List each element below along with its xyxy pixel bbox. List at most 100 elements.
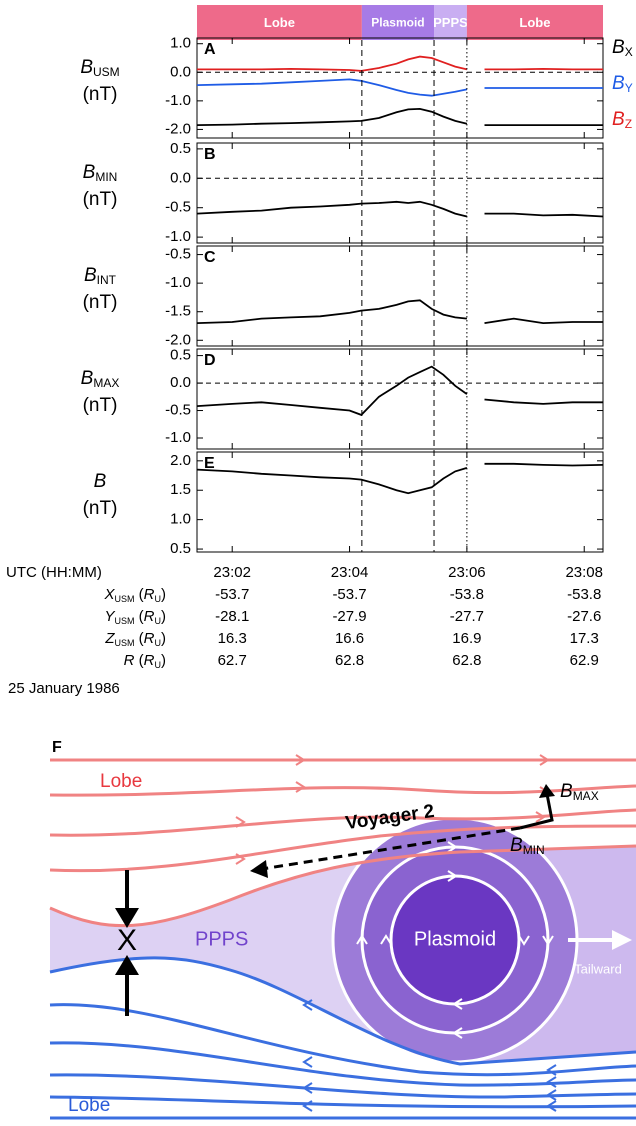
- table-value: -53.8: [450, 586, 484, 603]
- row-label: R (RU): [124, 652, 166, 670]
- text-part: B: [84, 265, 97, 286]
- table-value: -53.7: [332, 586, 366, 603]
- table-value: -28.1: [215, 608, 249, 625]
- text-part: MIN: [523, 843, 545, 857]
- y-tick-label: -0.5: [165, 402, 191, 419]
- ppps-label: PPPS: [195, 928, 248, 950]
- text-part: B: [510, 835, 523, 856]
- arrowhead: [612, 930, 632, 950]
- text-part: ): [161, 586, 166, 603]
- text-part: U: [155, 594, 162, 604]
- legend-subscript: Z: [625, 117, 632, 131]
- text-part: B: [560, 781, 573, 802]
- data-line: [196, 78, 603, 97]
- y-tick-label: -1.0: [165, 228, 191, 245]
- legend-subscript: X: [625, 45, 633, 59]
- data-line: [196, 365, 603, 416]
- text-part: (: [134, 630, 143, 647]
- data-line: [196, 462, 604, 495]
- y-tick-label: 0.0: [170, 169, 191, 186]
- table-value: 62.8: [335, 652, 364, 669]
- text-part: MIN: [95, 170, 117, 184]
- x-axis-label: UTC (HH:MM): [6, 564, 102, 581]
- text-part: R: [124, 652, 135, 669]
- arrowhead: [250, 860, 268, 878]
- region-label: Lobe: [519, 15, 550, 30]
- y-tick-label: 1.0: [170, 35, 191, 52]
- legend-entry: BX: [612, 37, 633, 59]
- y-axis-label: BMIN: [83, 162, 118, 184]
- row-label: XUSM (RU): [103, 586, 166, 604]
- y-tick-label: -1.0: [165, 429, 191, 446]
- table-value: 62.8: [452, 652, 481, 669]
- region-bar: [434, 5, 467, 40]
- region-bar: [466, 5, 603, 40]
- panel-label: B: [204, 146, 216, 163]
- region-bar: [361, 5, 435, 40]
- plasmoid-label: Plasmoid: [414, 928, 496, 950]
- data-line: [196, 299, 603, 325]
- text-part: U: [155, 638, 162, 648]
- field-arrows-south: [302, 999, 557, 1112]
- bmax-label: BMAX: [560, 781, 599, 803]
- table-value: -53.7: [215, 586, 249, 603]
- lobe-field-lines-north: [49, 758, 636, 928]
- plasmoid-arrows: [356, 841, 554, 1039]
- text-part: USM: [114, 616, 134, 626]
- text-part: ): [161, 652, 166, 669]
- y-axis-unit: (nT): [83, 395, 118, 416]
- legend-entry: BY: [612, 73, 633, 95]
- table-value: 62.9: [570, 652, 599, 669]
- y-tick-label: 2.0: [170, 452, 191, 469]
- panel-label: E: [204, 455, 215, 472]
- y-tick-label: 0.0: [170, 374, 191, 391]
- plot-frame: [196, 451, 604, 553]
- arrowhead: [115, 908, 139, 928]
- plot-frame: [196, 348, 604, 450]
- lobe-label: Lobe: [100, 771, 142, 792]
- y-tick-label: -1.5: [165, 303, 191, 320]
- text-part: X: [103, 586, 115, 603]
- arrowhead: [115, 955, 139, 975]
- date: 25 January 1986: [8, 680, 120, 697]
- text-part: ): [161, 608, 166, 625]
- text-part: B: [80, 57, 93, 78]
- bmin-label: BMIN: [510, 835, 545, 857]
- table-value: 17.3: [570, 630, 599, 647]
- plot-frame: [196, 245, 604, 347]
- y-tick-label: 1.5: [170, 481, 191, 498]
- text-part: Z: [104, 630, 115, 647]
- y-tick-label: -1.0: [165, 92, 191, 109]
- y-tick-label: -0.5: [165, 246, 191, 263]
- text-part: R: [144, 630, 155, 647]
- tailward-label: Tailward: [574, 961, 622, 976]
- region-label: Lobe: [264, 15, 295, 30]
- text-part: (: [134, 608, 143, 625]
- legend-name: B: [612, 73, 625, 94]
- table-value: 16.9: [452, 630, 481, 647]
- y-tick-label: 0.0: [170, 63, 191, 80]
- text-part: U: [155, 660, 162, 670]
- table-value: -27.7: [450, 608, 484, 625]
- text-part: USM: [114, 594, 134, 604]
- y-tick-label: 0.5: [170, 540, 191, 557]
- x-point-label: X: [117, 924, 137, 957]
- panel-label: D: [204, 352, 216, 369]
- legend-name: B: [612, 37, 625, 58]
- text-part: U: [155, 616, 162, 626]
- region-bar: [197, 5, 362, 40]
- table-value: 16.3: [218, 630, 247, 647]
- y-axis-label: B: [94, 471, 107, 492]
- y-axis-unit: (nT): [83, 498, 118, 519]
- y-axis-label: BUSM: [80, 57, 119, 79]
- y-tick-label: -2.0: [165, 331, 191, 348]
- table-value: 16.6: [335, 630, 364, 647]
- table-value: -53.8: [567, 586, 601, 603]
- lobe-label: Lobe: [68, 1095, 110, 1116]
- text-part: ): [161, 630, 166, 647]
- x-tick-label: 23:06: [448, 564, 486, 581]
- legend-entry: BZ: [612, 109, 632, 131]
- text-part: R: [144, 608, 155, 625]
